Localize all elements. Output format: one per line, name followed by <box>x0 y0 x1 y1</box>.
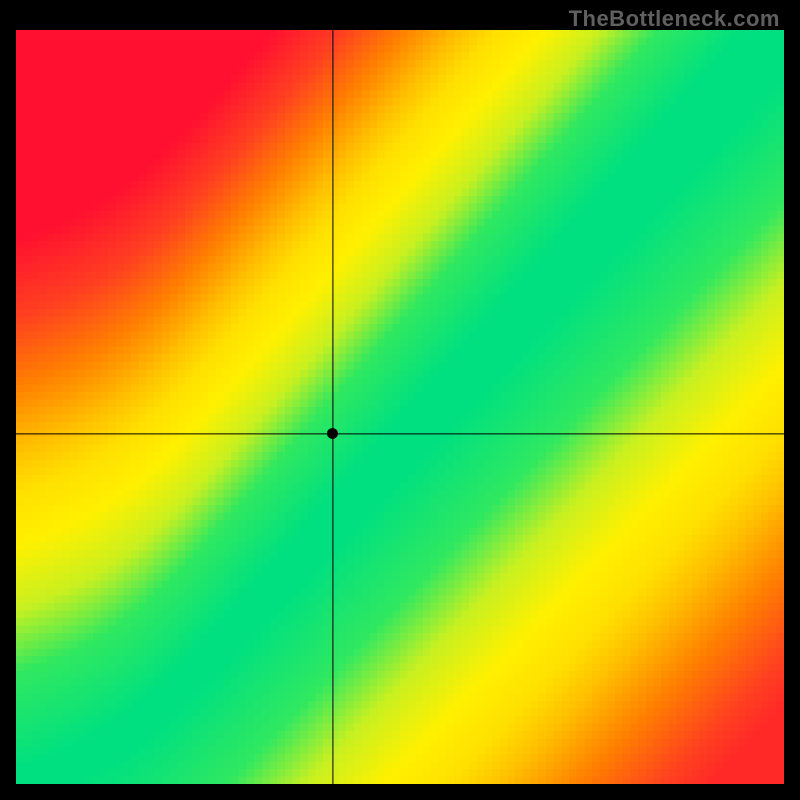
heatmap-plot <box>16 30 784 784</box>
heatmap-canvas <box>16 30 784 784</box>
chart-frame: TheBottleneck.com <box>0 0 800 800</box>
watermark-text: TheBottleneck.com <box>569 6 780 32</box>
